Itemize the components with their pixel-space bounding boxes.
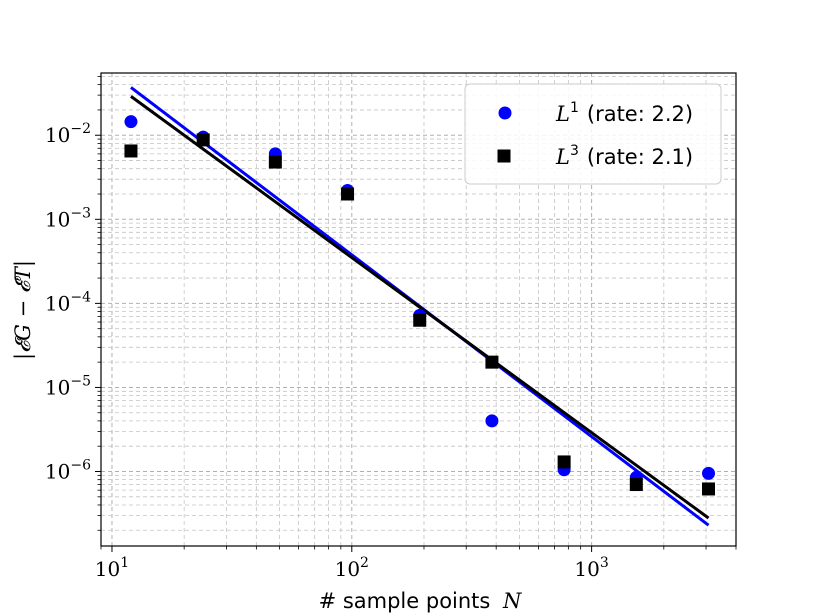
point-l1: [485, 414, 499, 428]
legend-label-l1: L1 (rate: 2.2): [555, 100, 693, 126]
y-tick-label: 10−3: [45, 205, 91, 231]
x-tick-label: 103: [574, 555, 608, 581]
point-l3: [413, 313, 427, 327]
legend-box: [464, 83, 722, 185]
point-l3: [196, 133, 210, 147]
fit-lines: [130, 86, 710, 527]
point-l1: [702, 466, 716, 480]
x-tick-label: 101: [95, 555, 129, 581]
x-axis-label: # sample points N: [319, 589, 522, 613]
legend-label-l3: L3 (rate: 2.1): [555, 143, 693, 169]
legend-marker-l1: [498, 106, 512, 120]
y-axis-label: |𝓔G − 𝓔T|: [11, 260, 36, 360]
point-l3: [485, 355, 499, 369]
y-tick-label: 10−4: [45, 289, 91, 315]
plot-frame: [100, 72, 737, 547]
tick-labels: 101 102 103 10−2 10−3 10−4 10−5 10−6: [45, 121, 609, 581]
fit-line-l3: [130, 95, 710, 520]
legend: L1 (rate: 2.2) L3 (rate: 2.1): [464, 83, 722, 185]
point-l3: [124, 144, 138, 158]
x-tick-label: 102: [335, 555, 369, 581]
y-tick-label: 10−5: [45, 373, 91, 399]
point-l3: [268, 155, 282, 169]
legend-marker-l3: [497, 149, 511, 163]
ticks: [95, 76, 737, 552]
point-l3: [702, 482, 716, 496]
y-tick-label: 10−2: [45, 121, 91, 147]
y-tick-label: 10−6: [45, 458, 91, 484]
point-l1: [124, 115, 138, 129]
grid: [100, 73, 737, 546]
point-l3: [557, 455, 571, 469]
point-l3: [629, 478, 643, 492]
point-l3: [341, 187, 355, 201]
data-points: [124, 115, 716, 496]
